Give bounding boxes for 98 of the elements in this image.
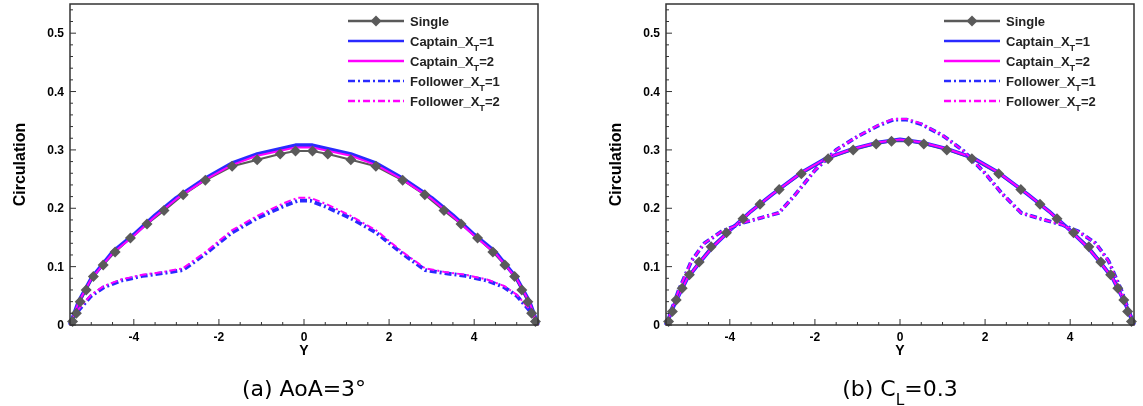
point xyxy=(97,259,109,271)
point xyxy=(1068,227,1080,239)
point xyxy=(1112,282,1124,294)
y-tick-label: 0.5 xyxy=(643,26,661,41)
legend-label: Follower_X$_{T}$=1 xyxy=(1006,74,1096,93)
point xyxy=(822,153,834,165)
point xyxy=(1034,198,1046,210)
x-tick-label: -2 xyxy=(213,330,225,344)
x-tick-label: -2 xyxy=(809,330,821,344)
point xyxy=(499,259,511,271)
point xyxy=(676,282,688,294)
x-axis-title: Y xyxy=(299,342,310,358)
point xyxy=(158,205,170,217)
point xyxy=(885,135,897,147)
point xyxy=(109,246,121,258)
point xyxy=(737,213,749,225)
point xyxy=(274,148,286,160)
legend-label: Follower_X$_{T}$=2 xyxy=(410,94,500,113)
point xyxy=(670,294,682,306)
x-tick-label: 0 xyxy=(300,330,308,344)
legend-label: Single xyxy=(410,14,450,29)
point xyxy=(438,205,450,217)
y-tick-label: 0.2 xyxy=(643,201,661,216)
point xyxy=(870,138,882,150)
point xyxy=(1051,213,1063,225)
point xyxy=(509,271,521,283)
point xyxy=(754,198,766,210)
text: (b) C$_{L}$=0.3 xyxy=(842,376,958,406)
point xyxy=(705,241,717,253)
point xyxy=(795,168,807,180)
point xyxy=(526,307,538,319)
y-tick-label: 0.5 xyxy=(47,26,65,41)
y-tick-label: 0.1 xyxy=(643,259,661,274)
x-tick-label: 2 xyxy=(385,330,393,344)
legend-label: Follower_X$_{T}$=2 xyxy=(1006,94,1096,113)
x-tick-label: -4 xyxy=(724,330,736,344)
point xyxy=(124,232,136,244)
legend-label: Captain_X$_{T}$=2 xyxy=(410,54,494,73)
point xyxy=(773,184,785,196)
y-tick-label: 0 xyxy=(653,318,661,332)
y-tick-label: 0.3 xyxy=(47,142,65,157)
point xyxy=(289,145,301,157)
point xyxy=(472,232,484,244)
point xyxy=(177,189,189,201)
point xyxy=(720,227,732,239)
point xyxy=(903,135,915,147)
point xyxy=(941,144,953,156)
point xyxy=(370,160,382,172)
point xyxy=(683,269,695,281)
legend-label: Follower_X$_{T}$=1 xyxy=(410,74,500,93)
y-axis-title: Circulation xyxy=(607,122,624,207)
point xyxy=(80,284,92,296)
point xyxy=(516,284,528,296)
point xyxy=(226,160,238,172)
y-tick-label: 0.4 xyxy=(47,84,65,99)
point xyxy=(199,174,211,186)
x-tick-label: -4 xyxy=(128,330,140,344)
point xyxy=(322,148,334,160)
y-tick-label: 0.3 xyxy=(643,142,661,157)
point xyxy=(345,154,357,166)
x-tick-label: 4 xyxy=(1066,330,1074,344)
point xyxy=(966,153,978,165)
point xyxy=(419,189,431,201)
x-tick-label: 2 xyxy=(981,330,989,344)
legend-label: Captain_X$_{T}$=1 xyxy=(1006,34,1090,53)
point xyxy=(87,271,99,283)
point xyxy=(918,138,930,150)
point xyxy=(455,218,467,230)
y-tick-label: 0.2 xyxy=(47,201,65,216)
y-tick-label: 0.4 xyxy=(643,84,661,99)
point xyxy=(1015,184,1027,196)
point xyxy=(1095,256,1107,268)
point xyxy=(847,144,859,156)
point xyxy=(141,218,153,230)
legend-label: Single xyxy=(1006,14,1046,29)
point xyxy=(307,145,319,157)
point xyxy=(1118,294,1130,306)
point xyxy=(397,174,409,186)
x-tick-label: 0 xyxy=(896,330,904,344)
point xyxy=(487,246,499,258)
legend-label: Captain_X$_{T}$=2 xyxy=(1006,54,1090,73)
point xyxy=(251,154,263,166)
point xyxy=(1122,306,1134,318)
y-tick-label: 0.1 xyxy=(47,259,65,274)
x-tick-label: 4 xyxy=(470,330,478,344)
text: (a) AoA=3° xyxy=(241,376,367,401)
y-axis-title: Circulation xyxy=(11,122,28,207)
point xyxy=(522,296,534,308)
point xyxy=(1105,269,1117,281)
x-axis-title: Y xyxy=(895,342,906,358)
point xyxy=(74,296,86,308)
point xyxy=(1083,241,1095,253)
point xyxy=(666,306,678,318)
legend-label: Captain_X$_{T}$=1 xyxy=(410,34,494,53)
point xyxy=(70,307,82,319)
point xyxy=(693,256,705,268)
y-tick-label: 0 xyxy=(57,318,65,332)
point xyxy=(993,168,1005,180)
